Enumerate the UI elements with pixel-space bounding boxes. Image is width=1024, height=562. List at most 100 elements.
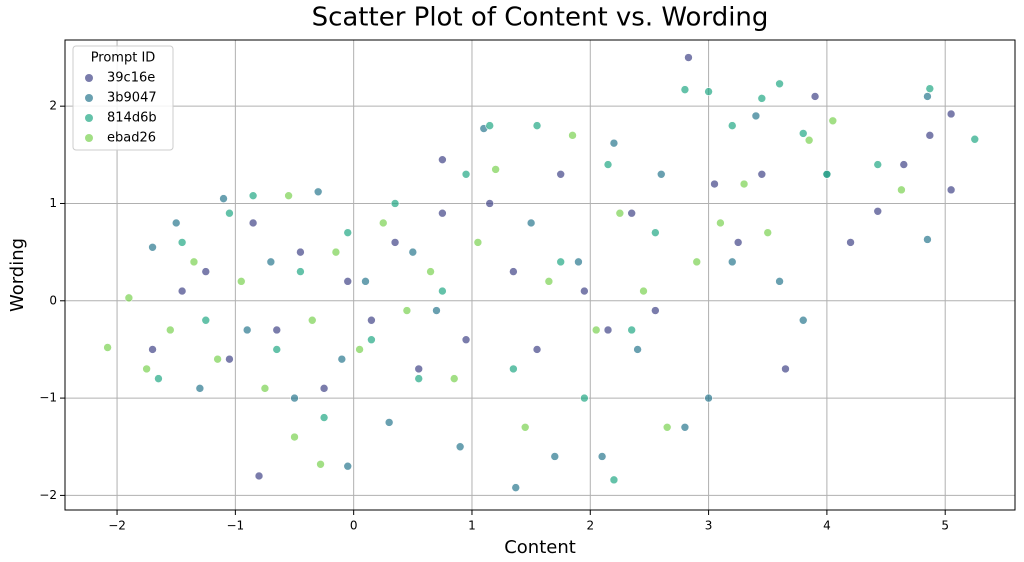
point xyxy=(520,422,530,432)
x-tick-label: 2 xyxy=(586,519,594,533)
legend-marker xyxy=(85,134,93,142)
point xyxy=(355,345,364,354)
point xyxy=(307,315,317,325)
legend-label: 814d6b xyxy=(107,111,157,126)
point xyxy=(639,286,648,296)
point xyxy=(242,325,252,335)
point xyxy=(236,277,246,286)
point xyxy=(923,235,932,244)
point xyxy=(946,185,956,195)
point xyxy=(290,432,299,442)
point xyxy=(751,111,761,121)
point xyxy=(716,218,725,228)
point xyxy=(511,483,521,492)
point xyxy=(946,109,956,119)
point xyxy=(704,87,713,96)
point xyxy=(142,364,151,374)
point xyxy=(390,199,400,208)
point xyxy=(266,257,276,267)
point xyxy=(544,277,554,286)
point xyxy=(897,185,906,195)
point xyxy=(154,374,163,383)
point xyxy=(414,364,424,374)
point xyxy=(343,228,353,237)
point xyxy=(296,247,305,257)
point xyxy=(367,315,376,325)
point xyxy=(923,92,932,101)
point xyxy=(473,238,483,247)
point xyxy=(361,277,370,286)
point xyxy=(798,315,808,325)
point xyxy=(798,129,808,138)
y-tick-label: 2 xyxy=(49,99,57,113)
point xyxy=(260,384,270,393)
point xyxy=(627,325,636,335)
point xyxy=(343,461,353,471)
legend-label: 39c16e xyxy=(107,71,155,86)
point xyxy=(656,169,666,179)
point xyxy=(426,267,435,276)
point xyxy=(775,79,784,89)
point xyxy=(970,134,980,144)
x-tick-label: 1 xyxy=(468,519,476,533)
point xyxy=(710,179,719,189)
point xyxy=(580,393,589,403)
point xyxy=(438,208,447,218)
legend-label: ebad26 xyxy=(107,131,156,146)
point xyxy=(390,238,400,247)
point xyxy=(254,471,264,481)
point xyxy=(925,84,935,93)
point xyxy=(757,169,767,179)
point xyxy=(568,131,577,140)
point xyxy=(219,194,228,203)
point xyxy=(651,306,660,315)
point xyxy=(781,364,790,374)
point xyxy=(248,218,258,228)
point xyxy=(873,160,883,169)
point xyxy=(680,85,690,94)
point xyxy=(603,160,613,169)
point xyxy=(148,345,157,354)
point xyxy=(201,267,211,276)
point xyxy=(272,345,282,354)
point xyxy=(550,452,560,461)
point xyxy=(556,169,566,179)
point xyxy=(438,286,447,296)
point xyxy=(319,384,329,393)
point xyxy=(438,155,447,164)
point xyxy=(272,325,282,335)
point xyxy=(449,374,459,383)
point xyxy=(485,121,495,130)
point xyxy=(727,257,737,267)
point xyxy=(733,238,743,247)
point xyxy=(491,165,500,174)
point xyxy=(775,277,784,286)
point xyxy=(580,286,589,296)
point xyxy=(873,206,883,216)
point xyxy=(337,354,347,364)
point xyxy=(343,277,353,286)
y-tick-label: −1 xyxy=(39,391,57,405)
y-axis-label: Wording xyxy=(7,238,28,312)
point xyxy=(574,257,583,267)
y-tick-label: 0 xyxy=(49,293,57,307)
point xyxy=(461,169,471,179)
point xyxy=(414,374,424,383)
point xyxy=(313,187,323,197)
point xyxy=(248,191,258,200)
point xyxy=(402,306,412,315)
point xyxy=(603,325,613,335)
legend-marker xyxy=(85,114,93,122)
point xyxy=(509,267,518,276)
point xyxy=(822,169,832,179)
point xyxy=(455,442,465,452)
legend-label: 3b9047 xyxy=(107,91,157,106)
point xyxy=(378,218,388,228)
legend-title: Prompt ID xyxy=(91,51,156,66)
x-tick-label: −1 xyxy=(227,519,245,533)
point xyxy=(331,247,341,257)
point xyxy=(828,116,838,126)
point xyxy=(284,191,293,200)
point xyxy=(485,199,495,208)
point xyxy=(171,218,181,228)
